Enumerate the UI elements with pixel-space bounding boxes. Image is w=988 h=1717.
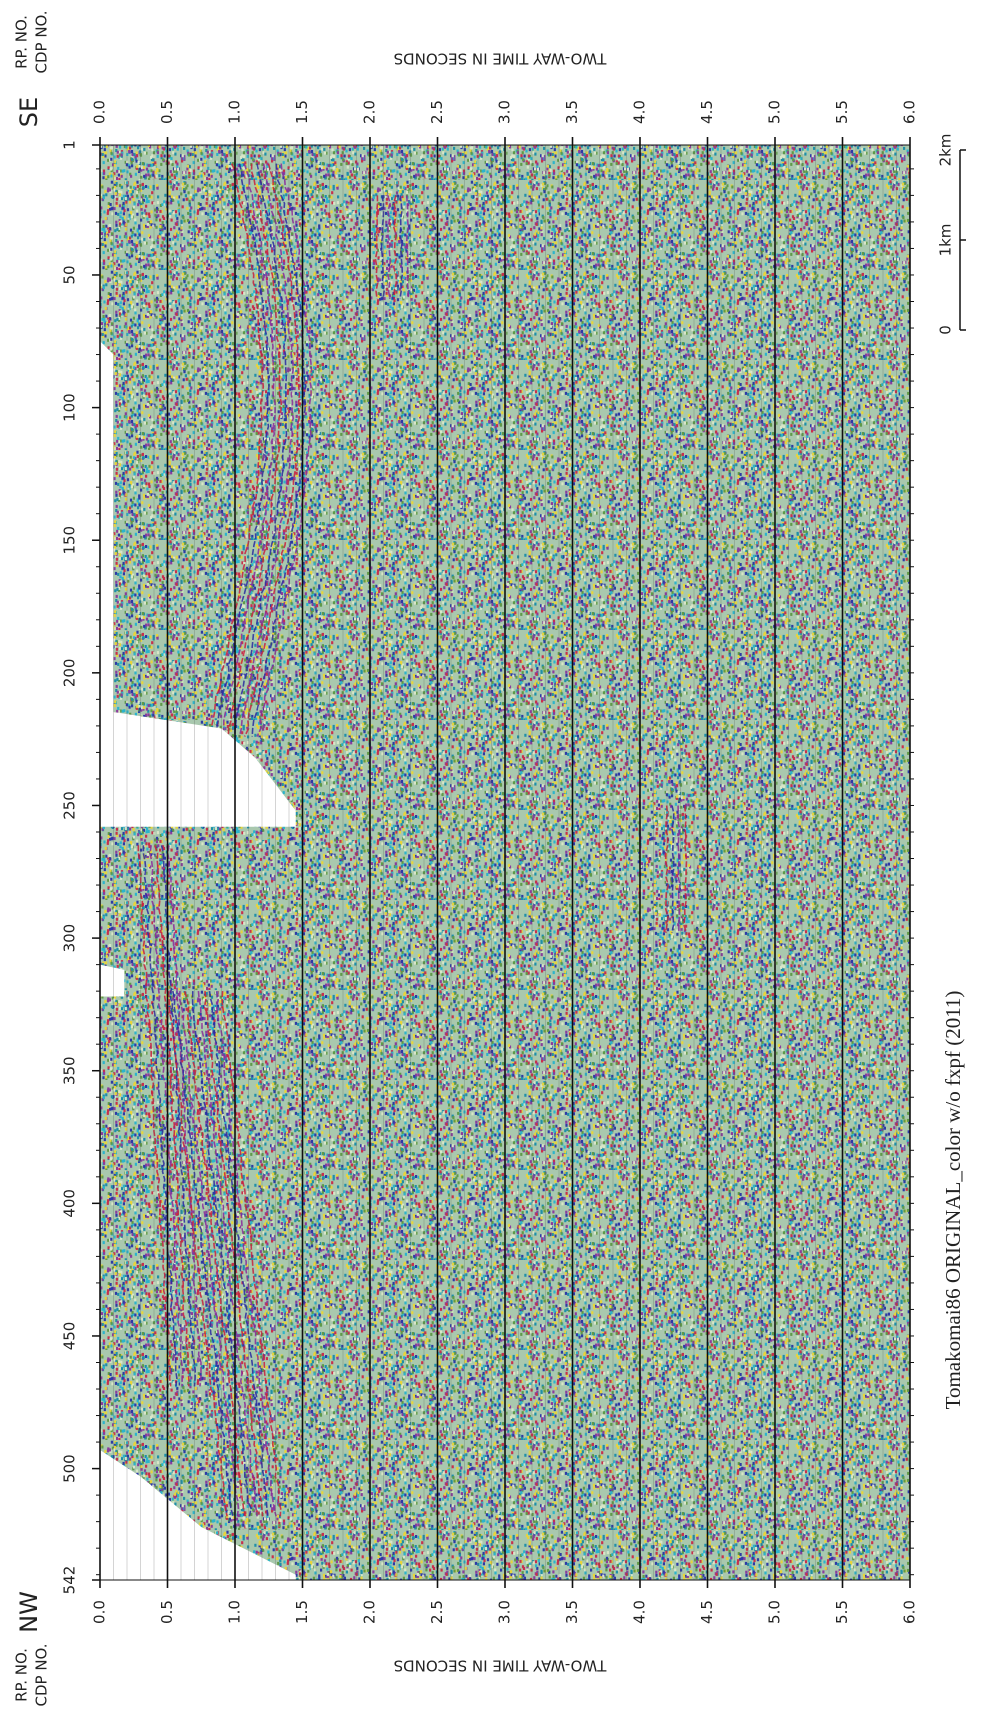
cdp-tick-label: 350 xyxy=(61,1056,79,1085)
time-tick-label: 2.0 xyxy=(361,100,379,124)
plot-area xyxy=(92,137,914,1588)
annotations: 0.0 0.0 0.5 0.5 1.0 1.0 1.5 1.5 2.0 2.0 2.5 2.5 3.0 3… xyxy=(13,10,966,1707)
time-tick-label: 4.0 xyxy=(631,100,649,124)
caption: Tomakomai86 ORIGINAL_color w/o fxpf (201… xyxy=(941,991,965,1410)
time-tick-label: 0.0 xyxy=(91,100,109,124)
reflector xyxy=(392,195,398,299)
cdp-tick-label: 300 xyxy=(61,924,79,953)
reflector xyxy=(683,805,688,934)
time-tick-label: 3.5 xyxy=(563,1600,581,1624)
reflector xyxy=(243,163,301,737)
cdp-tick-label: 250 xyxy=(61,791,79,820)
time-tick-label: 1.0 xyxy=(226,100,244,124)
reflector xyxy=(671,805,675,933)
cdp-label: CDP NO. xyxy=(33,10,51,73)
cdp-tick-label: 200 xyxy=(61,659,79,688)
cdp-tick-label: 400 xyxy=(61,1189,79,1218)
time-tick-label: 1.5 xyxy=(293,1600,311,1624)
time-tick-label: 4.5 xyxy=(698,100,716,124)
reflector xyxy=(374,195,379,299)
time-tick-label: 0.5 xyxy=(158,100,176,124)
direction-label: NW xyxy=(15,1591,43,1633)
axis-title: TWO-WAY TIME IN SECONDS xyxy=(394,1657,608,1675)
time-tick-label: 0.5 xyxy=(158,1600,176,1624)
reflector xyxy=(399,195,404,299)
cdp-tick-label: 542 xyxy=(61,1566,79,1595)
reflector xyxy=(664,805,670,933)
reflector xyxy=(405,195,410,299)
cdp-tick-label: 150 xyxy=(61,526,79,555)
time-tick-label: 6.0 xyxy=(901,100,919,124)
reflector xyxy=(387,195,391,299)
time-tick-label: 2.0 xyxy=(361,1600,379,1624)
reflector xyxy=(221,991,282,1517)
time-tick-label: 3.0 xyxy=(496,1600,514,1624)
reflector xyxy=(166,845,202,1387)
reflector xyxy=(677,805,681,933)
reflector xyxy=(227,163,283,737)
cdp-label: CDP NO. xyxy=(33,1643,51,1706)
time-tick-label: 2.5 xyxy=(428,100,446,124)
blank-region xyxy=(100,1450,296,1580)
cdp-tick-label: 50 xyxy=(61,265,79,284)
rp-label: RP. NO. xyxy=(13,15,31,69)
time-tick-label: 3.0 xyxy=(496,100,514,124)
time-tick-label: 4.5 xyxy=(698,1600,716,1624)
rp-label: RP. NO. xyxy=(13,1648,31,1702)
scale-label: 2km xyxy=(937,134,955,167)
direction-label: SE xyxy=(15,97,43,127)
scale-label: 0 xyxy=(937,325,955,335)
time-tick-label: 5.5 xyxy=(833,1600,851,1624)
reflector xyxy=(208,163,265,737)
reflector xyxy=(208,990,269,1517)
blank-region xyxy=(100,964,125,997)
time-tick-label: 5.0 xyxy=(766,1600,784,1624)
reflector xyxy=(167,991,228,1517)
reflector xyxy=(234,163,288,737)
reflector xyxy=(142,845,178,1387)
scale-label: 1km xyxy=(937,224,955,257)
blank-region xyxy=(100,709,296,827)
time-tick-label: 5.5 xyxy=(833,100,851,124)
reflector xyxy=(256,163,313,737)
reflector xyxy=(203,991,264,1517)
reflector xyxy=(153,845,190,1387)
reflector xyxy=(178,991,240,1517)
reflector xyxy=(215,990,277,1517)
blank-region xyxy=(100,341,114,713)
reflector xyxy=(214,163,270,737)
reflector xyxy=(137,845,172,1387)
time-tick-label: 6.0 xyxy=(901,1600,919,1624)
time-tick-label: 0.0 xyxy=(91,1600,109,1624)
cdp-tick-label: 500 xyxy=(61,1454,79,1483)
time-tick-label: 1.0 xyxy=(226,1600,244,1624)
cdp-tick-label: 1 xyxy=(61,140,79,150)
cdp-tick-label: 450 xyxy=(61,1322,79,1351)
time-tick-label: 4.0 xyxy=(631,1600,649,1624)
time-tick-label: 1.5 xyxy=(293,100,311,124)
time-tick-label: 3.5 xyxy=(563,100,581,124)
time-tick-label: 5.0 xyxy=(766,100,784,124)
cdp-tick-label: 100 xyxy=(61,393,79,422)
reflector xyxy=(197,991,258,1517)
reflector xyxy=(238,163,295,737)
axis-title: TWO-WAY TIME IN SECONDS xyxy=(394,50,608,68)
plot-frame xyxy=(99,144,911,1581)
time-tick-label: 2.5 xyxy=(428,1600,446,1624)
